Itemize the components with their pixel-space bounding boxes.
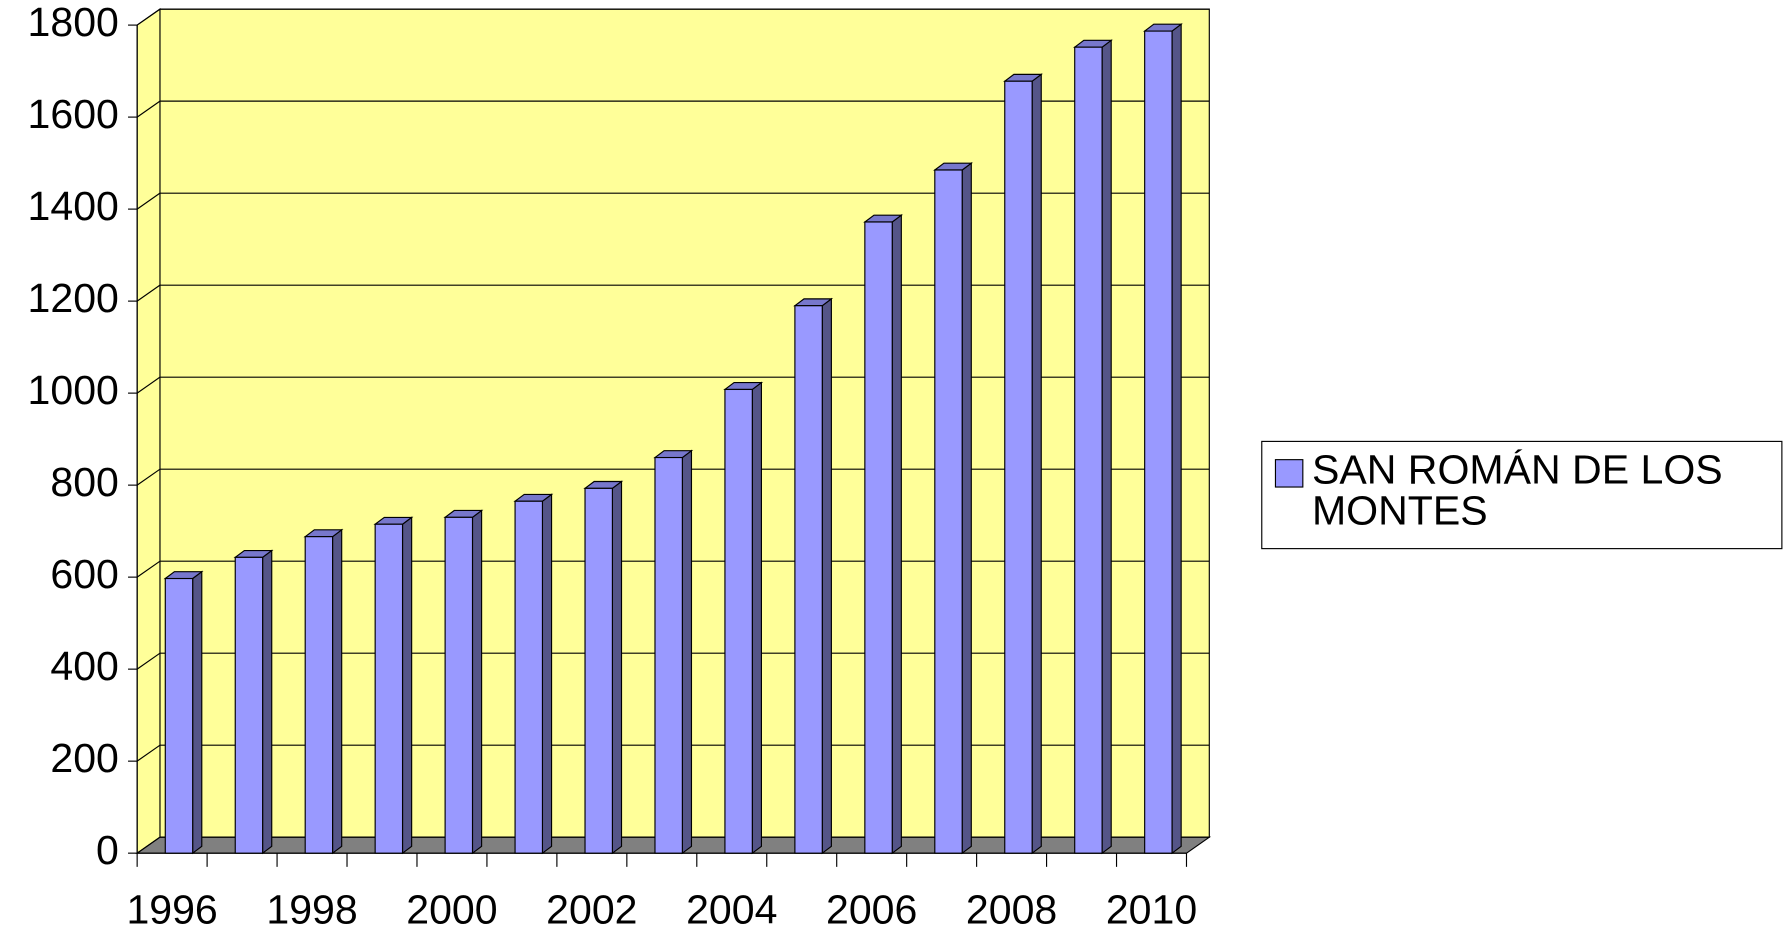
x-tick-label: 2002 xyxy=(546,886,637,932)
bar xyxy=(374,523,404,854)
bar xyxy=(584,487,613,854)
grid-line-side xyxy=(136,744,161,762)
y-tick-label: 400 xyxy=(50,643,119,689)
y-tick-label: 1400 xyxy=(28,183,119,229)
side-wall xyxy=(136,8,161,855)
x-tick-label: 2000 xyxy=(406,886,497,932)
bar-side xyxy=(961,162,972,855)
grid-line-side xyxy=(136,836,161,854)
bar xyxy=(724,388,753,854)
legend-label-box: SAN ROMÁN DE LOS MONTES xyxy=(1311,449,1723,534)
grid-line-side xyxy=(136,100,161,118)
bar-side xyxy=(751,381,763,855)
x-tick-label: 2004 xyxy=(686,886,777,932)
bar xyxy=(234,556,264,854)
bar xyxy=(444,516,474,854)
bar-side xyxy=(1171,23,1182,855)
y-tick-label: 1600 xyxy=(28,91,119,137)
bar xyxy=(164,577,194,854)
grid-line-side xyxy=(136,8,161,26)
bar-side xyxy=(681,449,693,855)
legend-box xyxy=(1261,440,1783,550)
legend-label: SAN ROMÁN DE LOS MONTES xyxy=(1311,449,1723,534)
bar-side xyxy=(1101,39,1112,855)
y-tick-label: 600 xyxy=(50,551,119,597)
bar-side xyxy=(1031,73,1042,855)
bar xyxy=(794,305,823,854)
bar-side xyxy=(471,509,483,855)
bar-side xyxy=(891,214,902,855)
grid-line-side xyxy=(136,376,161,394)
x-tick-label: 1998 xyxy=(266,886,357,932)
bar-side xyxy=(821,297,832,855)
bar-side xyxy=(541,493,553,855)
bar xyxy=(1144,30,1173,854)
x-tick-label: 1996 xyxy=(126,886,217,932)
grid-line-side xyxy=(136,560,161,578)
bar-side xyxy=(611,480,623,855)
bar xyxy=(304,536,334,854)
bar xyxy=(864,221,893,854)
bar xyxy=(654,456,683,854)
bar-side xyxy=(332,528,343,855)
x-tick-label: 2006 xyxy=(826,886,917,932)
x-tick-label: 2010 xyxy=(1106,886,1197,932)
grid-line-side xyxy=(136,284,161,302)
grid-line-side xyxy=(136,192,161,210)
y-tick-label: 1200 xyxy=(28,275,119,321)
bar xyxy=(934,169,963,854)
legend-swatch xyxy=(1274,459,1304,488)
bar-side xyxy=(262,549,273,855)
y-tick-label: 800 xyxy=(50,459,119,505)
bar xyxy=(514,500,544,854)
grid-line-side xyxy=(136,468,161,486)
y-tick-label: 1800 xyxy=(28,0,119,45)
grid-line-side xyxy=(136,652,161,670)
bar xyxy=(1004,80,1033,854)
y-tick-label: 0 xyxy=(96,827,119,873)
bar xyxy=(1074,46,1103,854)
x-tick-label: 2008 xyxy=(966,886,1057,932)
y-tick-label: 1000 xyxy=(28,367,119,413)
bar-side xyxy=(401,516,413,855)
y-tick-label: 200 xyxy=(50,735,119,781)
bar-side xyxy=(192,570,203,855)
